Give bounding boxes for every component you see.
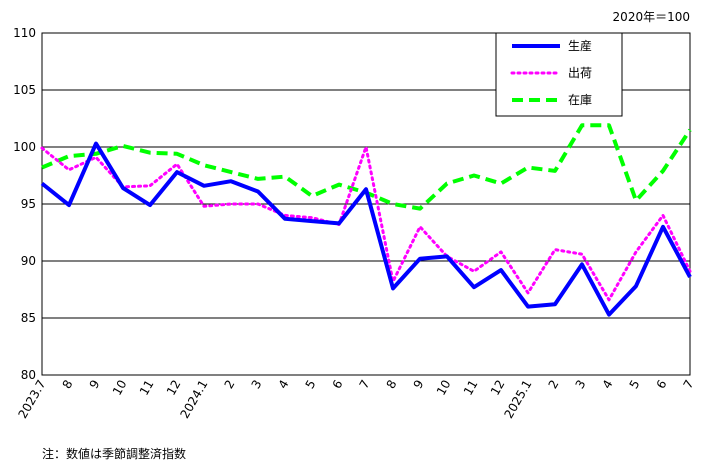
x-tick-label: 12 <box>164 378 184 398</box>
series-lines <box>40 123 692 317</box>
x-tick-label: 10 <box>110 378 130 398</box>
y-tick-label: 105 <box>13 83 36 97</box>
x-tick-label: 4 <box>276 378 292 392</box>
y-tick-label: 85 <box>21 311 36 325</box>
x-tick-label: 11 <box>461 378 481 398</box>
x-tick-label: 3 <box>249 378 265 392</box>
y-tick-label: 90 <box>21 254 36 268</box>
y-tick-label: 80 <box>21 368 36 382</box>
x-tick-label: 3 <box>573 378 589 392</box>
x-tick-label: 4 <box>600 378 616 392</box>
x-tick-label: 2023.7 <box>15 378 48 421</box>
series-line-1 <box>40 145 692 302</box>
unit-label: 2020年＝100 <box>613 10 690 24</box>
x-tick-label: 7 <box>357 378 373 392</box>
x-tick-label: 2 <box>546 378 562 392</box>
x-tick-label: 5 <box>303 378 319 392</box>
legend-label: 出荷 <box>568 66 592 80</box>
x-tick-label: 8 <box>384 378 400 392</box>
x-tick-label: 12 <box>488 378 508 398</box>
x-tick-label: 6 <box>654 378 670 392</box>
x-tick-label: 5 <box>627 378 643 392</box>
x-tick-label: 10 <box>434 378 454 398</box>
y-tick-label: 95 <box>21 197 36 211</box>
legend-label: 生産 <box>568 38 592 53</box>
plot-area <box>41 32 691 376</box>
y-axis: 80 85 90 95 100 105 110 <box>13 26 36 382</box>
y-tick-label: 110 <box>13 26 36 40</box>
x-tick-label: 6 <box>330 378 346 392</box>
x-tick-label: 9 <box>411 378 427 392</box>
x-tick-label: 7 <box>681 378 697 392</box>
footnote: 注：数値は季節調整済指数 <box>42 446 186 461</box>
series-line-0 <box>40 141 692 317</box>
legend-label: 在庫 <box>568 93 592 107</box>
x-tick-label: 2 <box>222 378 238 392</box>
x-tick-label: 9 <box>87 378 103 392</box>
x-tick-label: 8 <box>60 378 76 392</box>
y-tick-label: 100 <box>13 140 36 154</box>
x-tick-label: 11 <box>137 378 157 398</box>
